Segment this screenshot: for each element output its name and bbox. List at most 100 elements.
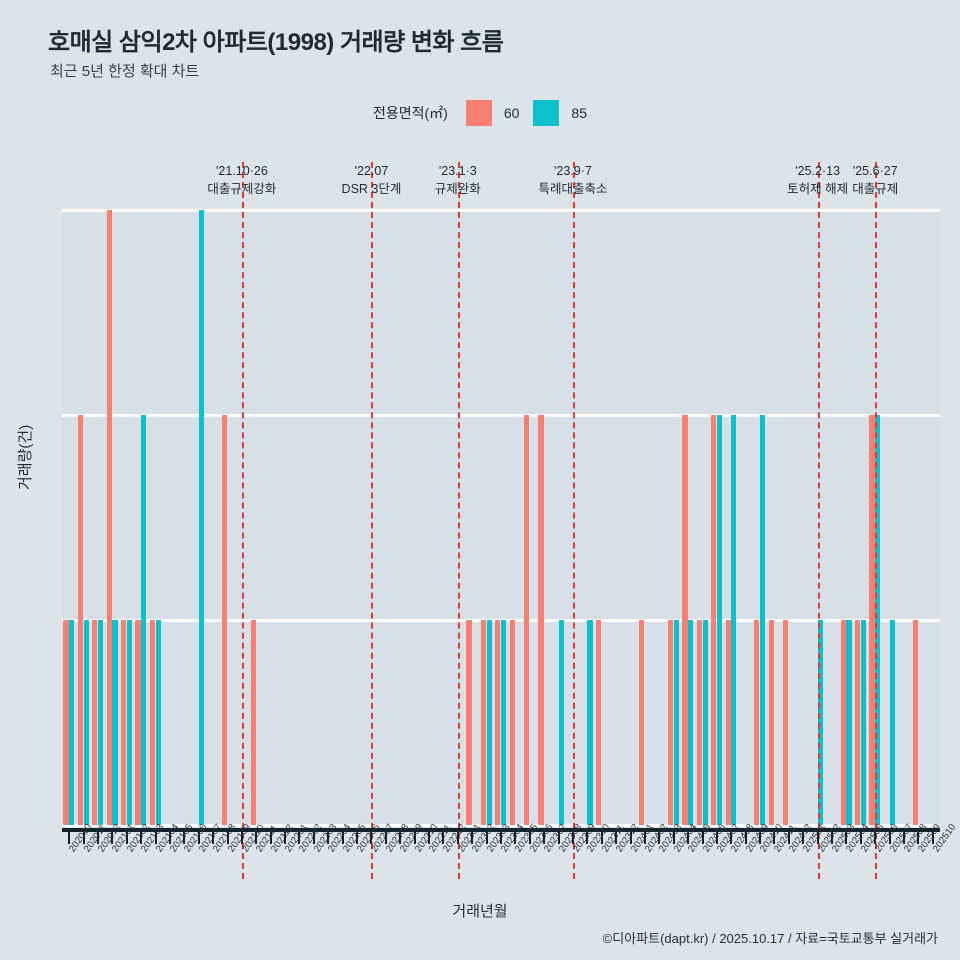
x-tick-202207 — [370, 832, 373, 844]
bar-60-202506[interactable] — [869, 415, 875, 825]
bar-60-202509[interactable] — [912, 620, 918, 825]
bar-85-202504[interactable] — [846, 620, 852, 825]
bar-85-202101[interactable] — [112, 620, 118, 825]
x-tick-202508 — [903, 832, 906, 844]
x-tick-202504 — [845, 832, 848, 844]
bar-85-202405[interactable] — [688, 620, 694, 825]
bar-60-202305[interactable] — [509, 620, 515, 825]
bar-60-202109[interactable] — [221, 415, 227, 825]
event-label-202506: '25.6·27 대출규제 — [852, 162, 898, 198]
event-date: '23.9·7 — [554, 164, 592, 178]
bar-60-202408[interactable] — [725, 620, 731, 825]
x-tick-202203 — [312, 832, 315, 844]
x-tick-202412 — [787, 832, 790, 844]
bar-60-202010[interactable] — [63, 620, 69, 825]
event-date: '25.2·13 — [795, 164, 841, 178]
x-tick-202112 — [269, 832, 272, 844]
bar-85-202507[interactable] — [889, 620, 895, 825]
x-tick-202409 — [744, 832, 747, 844]
bar-85-202410[interactable] — [760, 415, 766, 825]
legend-label-60: 60 — [503, 105, 520, 121]
bar-60-202012[interactable] — [92, 620, 98, 825]
bar-60-202101[interactable] — [106, 210, 112, 825]
bar-85-202506[interactable] — [875, 415, 881, 825]
bar-85-202010[interactable] — [69, 620, 75, 825]
x-tick-202011 — [82, 832, 85, 844]
event-date: '23.1·3 — [438, 164, 477, 178]
bar-85-202303[interactable] — [486, 620, 492, 825]
x-tick-202210 — [413, 832, 416, 844]
bar-85-202104[interactable] — [155, 620, 161, 825]
legend-item-85[interactable]: 85 — [533, 100, 587, 126]
gridline-y-0 — [62, 823, 940, 827]
bar-60-202410[interactable] — [754, 620, 760, 825]
bar-85-202107[interactable] — [198, 210, 204, 825]
bar-85-202502[interactable] — [817, 620, 823, 825]
x-tick-202502 — [816, 832, 819, 844]
legend-item-60[interactable]: 60 — [465, 100, 520, 126]
bar-85-202102[interactable] — [126, 620, 132, 825]
bar-85-202408[interactable] — [731, 415, 737, 825]
x-tick-202410 — [759, 832, 762, 844]
gridline-y-2 — [62, 413, 940, 417]
x-tick-202304 — [500, 832, 502, 844]
bar-60-202104[interactable] — [149, 620, 155, 825]
x-tick-202510 — [931, 832, 934, 844]
legend-swatch-60 — [465, 100, 492, 126]
bar-60-202405[interactable] — [682, 415, 688, 825]
x-tick-202411 — [773, 832, 776, 844]
bar-60-202311[interactable] — [595, 620, 602, 825]
bar-85-202404[interactable] — [673, 620, 679, 825]
bar-60-202406[interactable] — [696, 620, 702, 825]
x-tick-202402 — [643, 832, 646, 844]
x-tick-202309 — [571, 832, 574, 844]
x-tick-202211 — [428, 832, 431, 844]
x-tick-202301 — [456, 832, 459, 844]
x-tick-202503 — [831, 832, 834, 844]
x-tick-202509 — [917, 832, 920, 844]
bar-85-202103[interactable] — [141, 415, 147, 825]
bar-60-202402[interactable] — [639, 620, 645, 825]
bar-85-202304[interactable] — [501, 620, 507, 825]
x-tick-202111 — [255, 832, 258, 844]
bar-60-202412[interactable] — [783, 620, 789, 825]
bar-60-202011[interactable] — [77, 415, 83, 825]
bar-85-202012[interactable] — [97, 620, 104, 825]
bar-60-202303[interactable] — [480, 620, 486, 825]
bar-60-202404[interactable] — [667, 620, 674, 825]
event-line-202207 — [371, 162, 374, 879]
x-tick-202109 — [226, 832, 229, 844]
x-tick-202108 — [212, 832, 215, 844]
bar-60-202302[interactable] — [466, 620, 472, 825]
bar-60-202407[interactable] — [711, 415, 717, 825]
gridline-y-3 — [62, 208, 940, 212]
x-tick-202206 — [356, 832, 359, 844]
x-tick-202403 — [658, 832, 661, 844]
x-axis-title: 거래년월 — [452, 903, 508, 920]
bar-85-202310[interactable] — [587, 620, 593, 825]
bar-60-202307[interactable] — [538, 415, 544, 825]
bar-85-202505[interactable] — [860, 620, 866, 825]
bar-60-202411[interactable] — [768, 620, 774, 825]
bar-60-202505[interactable] — [855, 620, 861, 825]
chart-legend: 전용면적(㎡) 60 85 — [0, 100, 960, 126]
bar-60-202102[interactable] — [121, 620, 127, 825]
legend-title: 전용면적(㎡) — [372, 105, 448, 121]
x-tick-202212 — [442, 832, 445, 844]
legend-label-85: 85 — [571, 105, 587, 121]
x-tick-202208 — [384, 832, 387, 844]
bar-60-202103[interactable] — [135, 620, 141, 825]
bar-60-202306[interactable] — [524, 415, 530, 825]
bar-60-202111[interactable] — [250, 620, 256, 825]
x-axis-line — [62, 828, 940, 832]
bar-60-202304[interactable] — [495, 620, 501, 825]
bar-85-202406[interactable] — [702, 620, 708, 825]
bar-60-202504[interactable] — [840, 620, 846, 825]
x-tick-202404 — [672, 832, 675, 844]
bar-85-202011[interactable] — [83, 620, 89, 825]
bar-85-202308[interactable] — [558, 620, 564, 825]
bar-85-202407[interactable] — [716, 415, 723, 825]
event-text: 대출규제 — [852, 182, 899, 197]
event-date: '25.6·27 — [852, 164, 898, 178]
x-tick-202110 — [240, 832, 243, 844]
